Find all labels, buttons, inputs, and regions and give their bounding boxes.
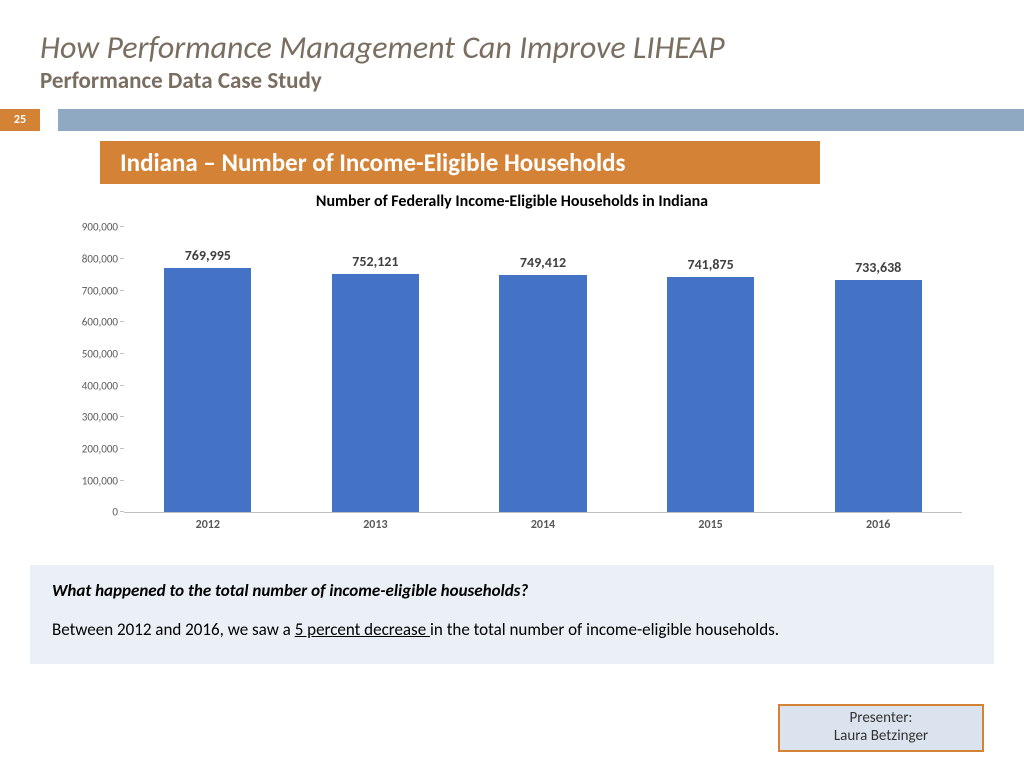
x-tick-label: 2012 (196, 518, 220, 532)
y-tick-label: 600,000 (62, 316, 118, 329)
y-tick-label: 400,000 (62, 379, 118, 392)
y-tick-label: 500,000 (62, 347, 118, 360)
note-answer-underlined: 5 percent decrease (295, 619, 430, 640)
plot-area: 769,9952012752,1212013749,4122014741,875… (124, 227, 962, 513)
y-tick-mark (120, 290, 124, 291)
y-tick-label: 800,000 (62, 252, 118, 265)
note-answer-post: in the total number of income-eligible h… (430, 619, 779, 640)
y-tick-mark (120, 480, 124, 481)
bar (667, 277, 754, 512)
y-tick-label: 300,000 (62, 411, 118, 424)
y-tick-mark (120, 226, 124, 227)
bar-slot: 741,8752015 (627, 227, 795, 512)
y-tick-mark (120, 258, 124, 259)
y-tick-mark (120, 321, 124, 322)
y-tick-label: 100,000 (62, 474, 118, 487)
y-tick-mark (120, 511, 124, 512)
presenter-label: Presenter: (786, 709, 976, 728)
bar-slot: 749,4122014 (459, 227, 627, 512)
section-title-wrap: Indiana – Number of Income-Eligible Hous… (0, 131, 1024, 184)
chart-area: Number of Federally Income-Eligible Hous… (0, 184, 1024, 537)
y-tick-label: 200,000 (62, 442, 118, 455)
bar-value-label: 752,121 (352, 253, 398, 270)
title-block: How Performance Management Can Improve L… (0, 0, 1024, 103)
section-title: Indiana – Number of Income-Eligible Hous… (100, 141, 820, 184)
bar (499, 275, 586, 512)
presenter-box: Presenter: Laura Betzinger (778, 704, 984, 753)
note-answer: Between 2012 and 2016, we saw a 5 percen… (52, 618, 972, 643)
bar-value-label: 741,875 (687, 256, 733, 273)
y-tick-mark (120, 448, 124, 449)
note-question: What happened to the total number of inc… (52, 579, 972, 604)
x-tick-label: 2014 (531, 518, 555, 532)
slide-number-badge: 25 (0, 109, 40, 131)
bar-slot: 733,6382016 (794, 227, 962, 512)
note-box: What happened to the total number of inc… (30, 565, 994, 664)
bar (164, 268, 251, 512)
note-answer-pre: Between 2012 and 2016, we saw a (52, 619, 295, 640)
bar (835, 280, 922, 512)
band-gap (40, 109, 58, 131)
slide-title: How Performance Management Can Improve L… (40, 30, 984, 65)
bar-chart: 769,9952012752,1212013749,4122014741,875… (62, 217, 962, 537)
x-tick-label: 2015 (698, 518, 722, 532)
y-tick-mark (120, 416, 124, 417)
chart-title: Number of Federally Income-Eligible Hous… (40, 192, 984, 211)
bar-value-label: 749,412 (520, 254, 566, 271)
bar-value-label: 733,638 (855, 259, 901, 276)
bar-value-label: 769,995 (185, 247, 231, 264)
y-tick-mark (120, 385, 124, 386)
x-tick-label: 2013 (363, 518, 387, 532)
y-tick-label: 0 (62, 506, 118, 519)
bar-slot: 752,1212013 (292, 227, 460, 512)
y-tick-label: 900,000 (62, 221, 118, 234)
y-tick-label: 700,000 (62, 284, 118, 297)
slide-subtitle: Performance Data Case Study (40, 67, 984, 95)
bar-slot: 769,9952012 (124, 227, 292, 512)
y-tick-mark (120, 353, 124, 354)
x-tick-label: 2016 (866, 518, 890, 532)
presenter-name: Laura Betzinger (786, 727, 976, 746)
bar (332, 274, 419, 512)
band-bar (58, 109, 1024, 131)
slide: { "header": { "title": "How Performance … (0, 0, 1024, 768)
header-band: 25 (0, 109, 1024, 131)
bars-container: 769,9952012752,1212013749,4122014741,875… (124, 227, 962, 512)
